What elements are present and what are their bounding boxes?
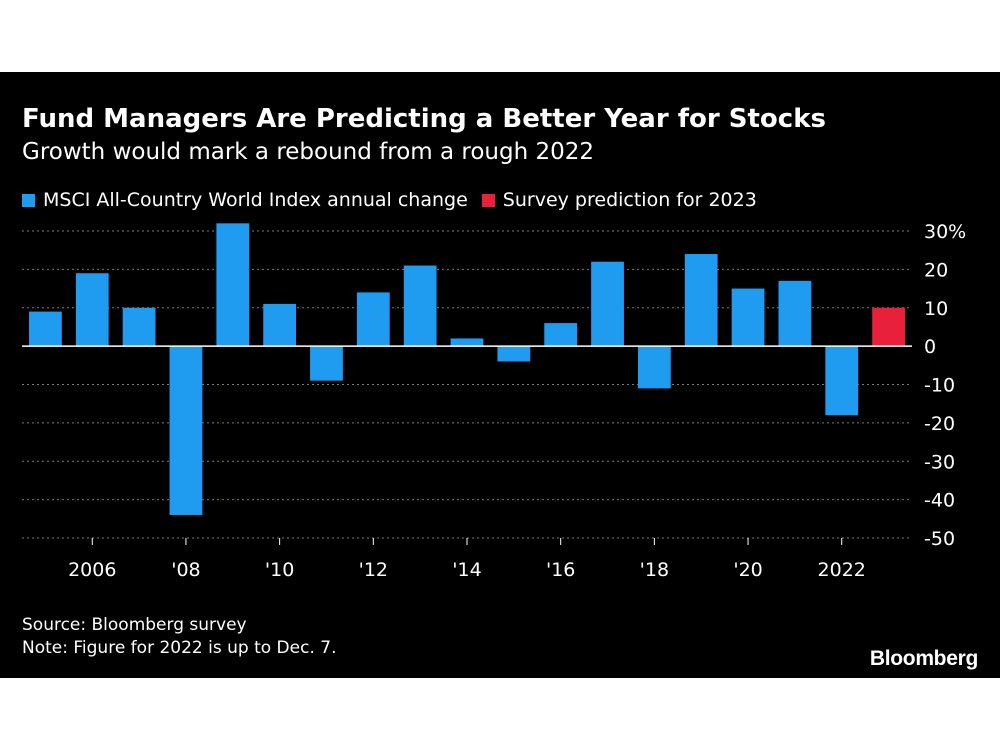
bloomberg-logo: Bloomberg bbox=[869, 647, 978, 670]
x-tick-label: 2022 bbox=[818, 559, 866, 581]
chart-subtitle: Growth would mark a rebound from a rough… bbox=[22, 139, 595, 165]
bar bbox=[216, 223, 250, 347]
bar bbox=[544, 323, 578, 347]
x-tick-label: '10 bbox=[265, 559, 294, 581]
bar bbox=[263, 303, 297, 347]
bar bbox=[310, 346, 343, 381]
legend-swatch-index bbox=[22, 193, 35, 207]
y-tick-label: -30 bbox=[924, 451, 955, 473]
y-tick-label: 30% bbox=[924, 221, 966, 243]
y-tick-label: 0 bbox=[924, 336, 936, 358]
legend-label-index: MSCI All-Country World Index annual chan… bbox=[43, 189, 468, 211]
bar bbox=[403, 265, 437, 347]
bar bbox=[825, 346, 859, 416]
x-tick-label: '12 bbox=[359, 559, 388, 581]
bar bbox=[637, 346, 671, 389]
bar bbox=[356, 292, 390, 347]
y-tick-label: -50 bbox=[924, 528, 955, 550]
legend-label-prediction: Survey prediction for 2023 bbox=[502, 189, 757, 211]
bar bbox=[450, 338, 484, 347]
bar bbox=[29, 311, 62, 347]
legend-swatch-prediction bbox=[481, 193, 495, 207]
bar bbox=[497, 346, 531, 362]
bar bbox=[169, 346, 203, 515]
y-tick-label: -20 bbox=[924, 413, 955, 435]
x-tick-label: '18 bbox=[640, 559, 669, 581]
bar-chart: 30% 20 10 0 -10 -20 -30 -40 -50 2006 '08 '10 '12 '14 '… bbox=[22, 221, 966, 581]
x-tick-label: '14 bbox=[452, 559, 481, 581]
bar bbox=[684, 254, 718, 347]
x-tick-label: 2006 bbox=[68, 559, 116, 581]
legend-item-index: MSCI All-Country World Index annual chan… bbox=[22, 189, 468, 211]
chart-legend: MSCI All-Country World Index annual chan… bbox=[22, 189, 771, 211]
y-tick-label: -10 bbox=[924, 375, 955, 397]
x-tick-label: '08 bbox=[171, 559, 200, 581]
y-tick-label: -40 bbox=[924, 490, 955, 512]
bar bbox=[591, 261, 624, 347]
chart-panel: Fund Managers Are Predicting a Better Ye… bbox=[0, 72, 1000, 678]
x-tick-label: '20 bbox=[733, 559, 762, 581]
legend-item-prediction: Survey prediction for 2023 bbox=[481, 189, 757, 211]
bar bbox=[778, 280, 812, 347]
x-tick-label: '16 bbox=[546, 559, 575, 581]
bar bbox=[731, 288, 765, 347]
y-tick-label: 20 bbox=[924, 259, 948, 281]
footnote: Note: Figure for 2022 is up to Dec. 7. bbox=[22, 638, 337, 658]
chart-title: Fund Managers Are Predicting a Better Ye… bbox=[22, 104, 826, 134]
source-note: Source: Bloomberg survey bbox=[22, 615, 247, 635]
prediction-bar bbox=[872, 307, 905, 347]
y-tick-label: 10 bbox=[924, 298, 948, 320]
bar bbox=[122, 307, 156, 347]
bar bbox=[75, 273, 109, 347]
